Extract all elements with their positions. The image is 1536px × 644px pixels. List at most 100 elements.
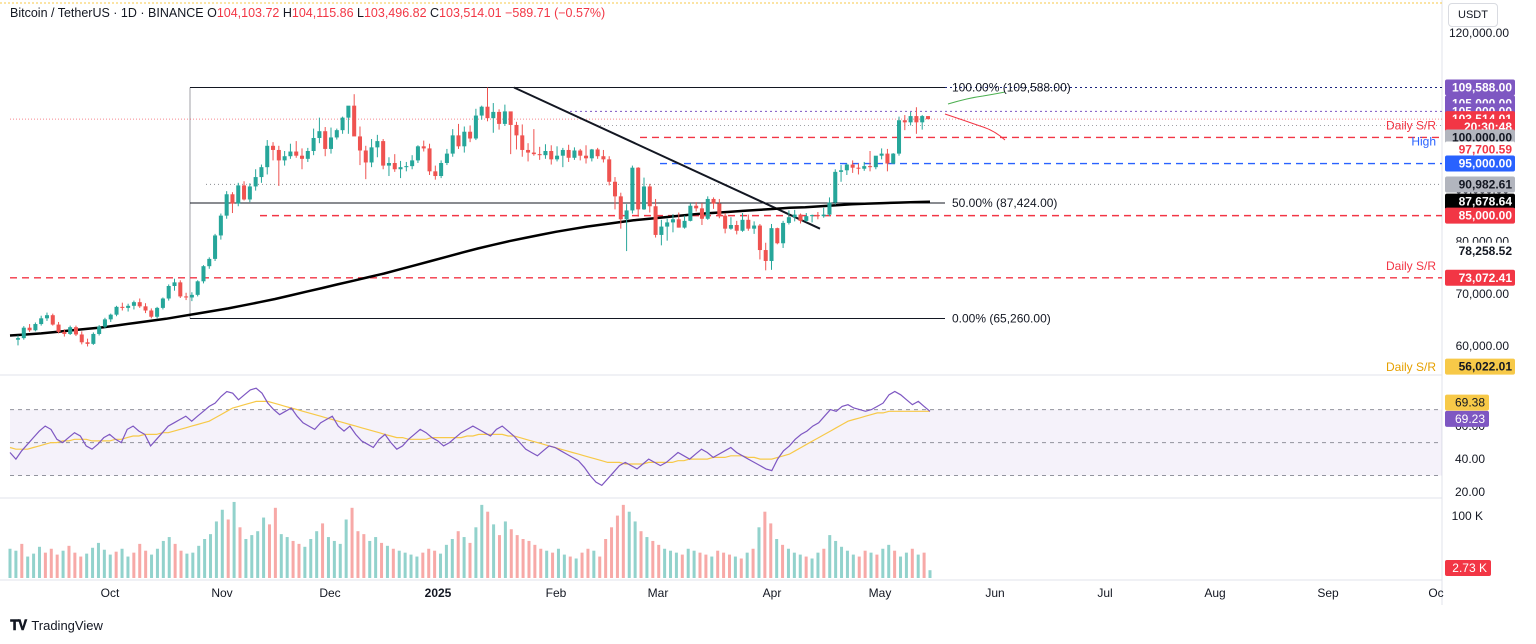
candle-body xyxy=(131,302,136,306)
volume-bar xyxy=(899,556,903,578)
sma-200-line xyxy=(9,200,931,337)
rsi-label-box xyxy=(1445,410,1489,427)
volume-bar xyxy=(545,550,549,578)
candle-body xyxy=(299,155,305,159)
volume-bar xyxy=(863,550,867,578)
candle-body xyxy=(914,116,919,123)
candle-body xyxy=(97,326,102,334)
volume-bar xyxy=(775,539,779,578)
open-value: 104,103.72 xyxy=(216,6,280,20)
candle-body xyxy=(549,151,554,160)
price-label-text: 78,258.52 xyxy=(1459,244,1513,258)
currency-button[interactable]: USDT xyxy=(1448,3,1498,27)
candle-body xyxy=(276,149,281,161)
volume-bar xyxy=(562,554,566,578)
candle-body xyxy=(885,153,890,164)
candle-body xyxy=(665,222,670,227)
volume-bar xyxy=(267,524,271,578)
candle-body xyxy=(491,111,496,119)
chart-annotation: Daily S/R xyxy=(1386,360,1436,374)
candle-body xyxy=(73,327,78,335)
volume-bar xyxy=(515,535,519,578)
candle-body xyxy=(334,130,339,138)
candle-body xyxy=(850,164,855,168)
volume-bar xyxy=(209,534,213,578)
candle-body xyxy=(91,333,96,344)
volume-bar xyxy=(397,550,401,578)
candle-body xyxy=(421,146,426,149)
rsi-tick-label: 20.00 xyxy=(1455,485,1485,499)
volume-bar xyxy=(592,550,596,578)
candle-body xyxy=(520,135,525,150)
volume-bar xyxy=(279,534,283,578)
volume-bar xyxy=(922,552,926,578)
volume-bar xyxy=(332,540,336,578)
candle-body xyxy=(456,135,461,147)
time-tick-label: Nov xyxy=(211,586,232,600)
price-label-text: 56,022.01 xyxy=(1459,360,1513,374)
volume-bar xyxy=(598,556,602,578)
price-label-text: 97,700.59 xyxy=(1459,142,1513,156)
volume-bar xyxy=(710,556,714,578)
volume-bar xyxy=(556,548,560,578)
chart-annotation: Daily S/R xyxy=(1386,118,1436,132)
volume-bar xyxy=(610,527,614,578)
candle-body xyxy=(340,117,345,131)
candle-body xyxy=(62,331,67,334)
volume-bar xyxy=(621,504,625,578)
candle-body xyxy=(636,167,641,210)
volume-bar xyxy=(928,570,932,578)
candle-body xyxy=(433,171,438,177)
symbol-title[interactable]: Bitcoin / TetherUS · 1D · BINANCE xyxy=(10,6,204,20)
candle-body xyxy=(305,151,310,159)
candle-body xyxy=(647,186,652,207)
chart-annotation: 100.00% (109,588.00) xyxy=(952,80,1071,94)
volume-bar xyxy=(869,552,873,578)
volume-bar xyxy=(739,558,743,578)
candle-body xyxy=(201,266,206,282)
volume-bar xyxy=(486,511,490,578)
price-label-box xyxy=(1445,269,1515,286)
candle-body xyxy=(717,203,722,216)
volume-bar xyxy=(368,540,372,578)
candle-body xyxy=(711,198,716,204)
candle-body xyxy=(79,334,84,343)
candle-body xyxy=(734,225,739,231)
candle-body xyxy=(120,306,125,308)
volume-bar xyxy=(810,558,814,578)
candle-body xyxy=(589,149,594,159)
candle-body xyxy=(189,294,194,298)
candle-body xyxy=(839,170,844,172)
candle-body xyxy=(920,116,925,123)
candle-body xyxy=(404,166,409,168)
volume-bar xyxy=(415,556,419,578)
volume-bar xyxy=(8,548,12,578)
candle-body xyxy=(763,250,768,261)
candle-body xyxy=(236,185,241,204)
candle-body xyxy=(723,215,728,229)
tradingview-logo-icon: 𝐓𝐕 xyxy=(10,617,27,633)
volume-bar xyxy=(893,550,897,578)
volume-bar xyxy=(781,544,785,578)
volume-bar xyxy=(822,548,826,578)
low-label: L xyxy=(357,6,364,20)
volume-bar xyxy=(733,556,737,578)
candle-body xyxy=(68,327,73,334)
grid xyxy=(0,0,1443,605)
candle-body xyxy=(908,116,913,123)
moving-average xyxy=(9,200,931,337)
tradingview-brand[interactable]: 𝐓𝐕 TradingView xyxy=(10,617,103,634)
volume-bar xyxy=(887,544,891,578)
volume-bar xyxy=(763,511,767,578)
volume-bar xyxy=(757,527,761,578)
candle-body xyxy=(757,225,762,251)
volume-bar xyxy=(421,552,425,578)
time-tick-label: 2025 xyxy=(425,586,452,600)
volume-bar xyxy=(85,553,89,578)
candle-body xyxy=(213,235,218,259)
candle-body xyxy=(392,162,397,170)
rsi-ma-line xyxy=(9,400,930,465)
candle-body xyxy=(873,155,878,168)
